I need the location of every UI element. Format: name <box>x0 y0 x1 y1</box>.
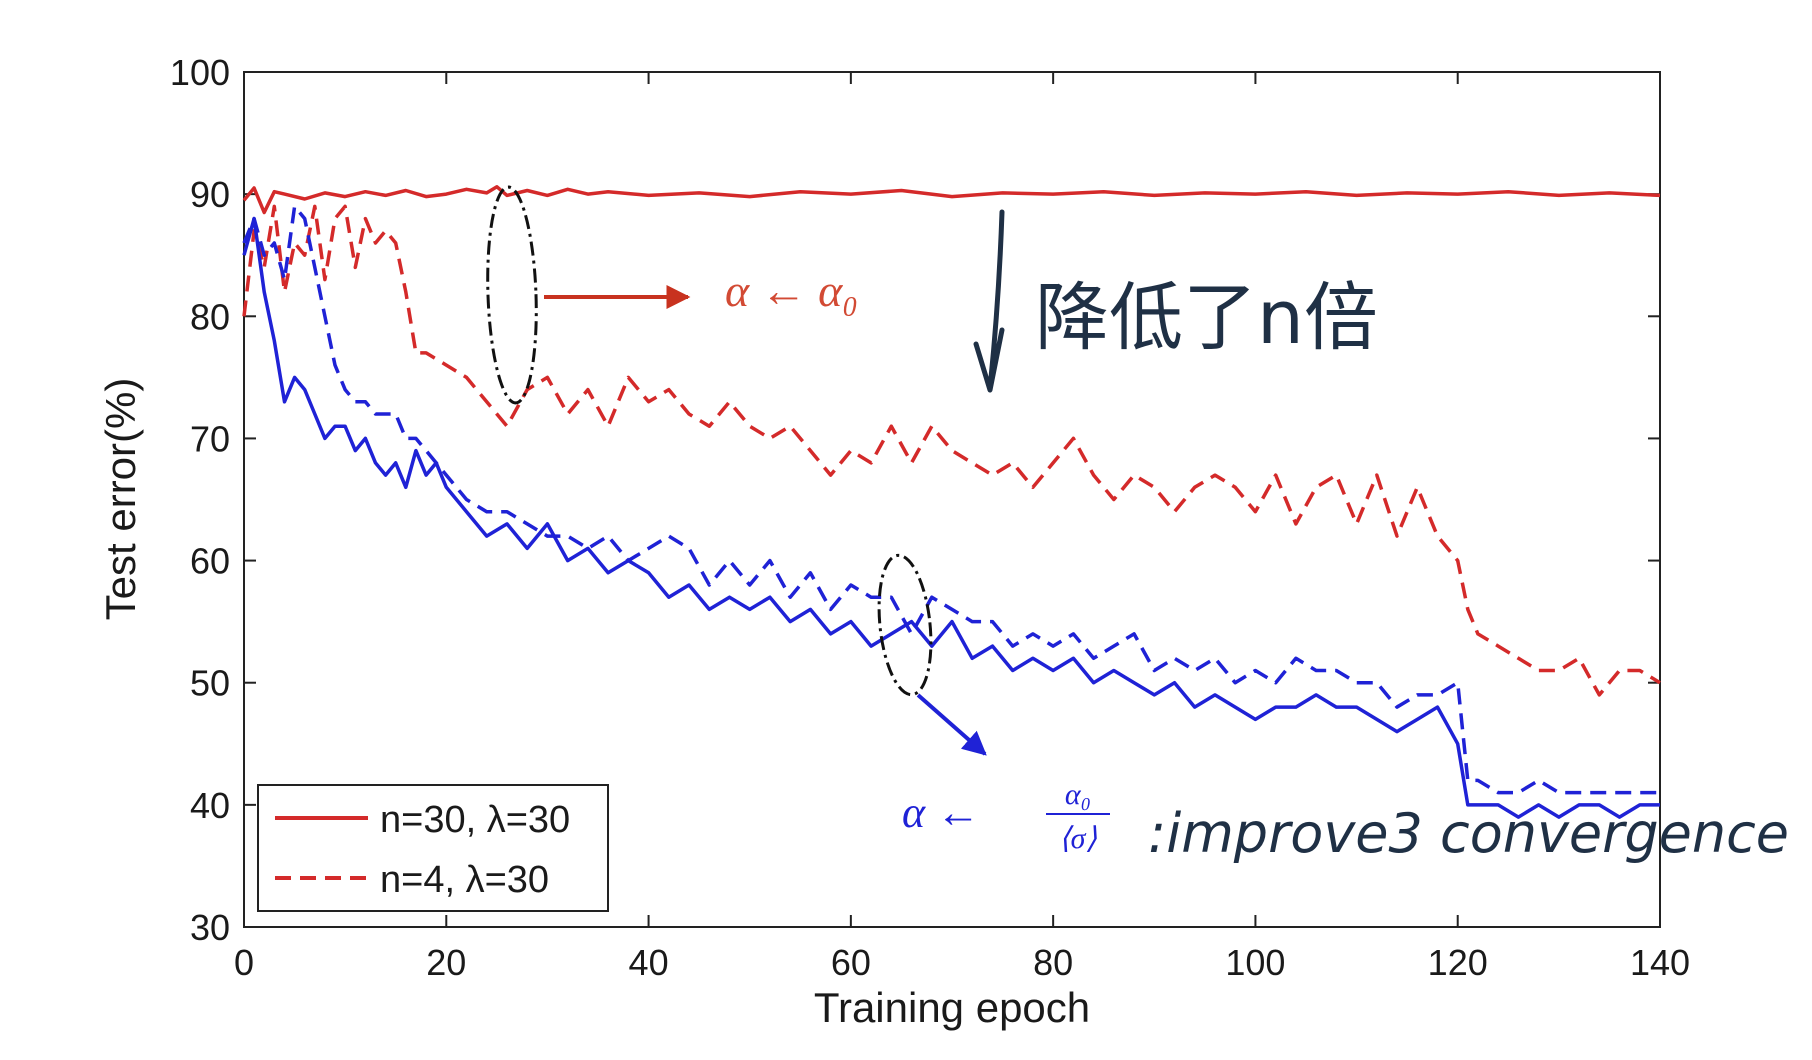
legend-label-n4: n=4, λ=30 <box>380 859 549 901</box>
x-tick-label: 140 <box>1630 942 1690 983</box>
x-tick-label: 40 <box>629 942 669 983</box>
legend-label-n30: n=30, λ=30 <box>380 799 570 841</box>
x-axis-title: Training epoch <box>814 984 1090 1031</box>
y-tick-label: 50 <box>190 663 230 704</box>
legend-box <box>257 784 609 912</box>
series-line-red-solid <box>242 185 1661 215</box>
x-tick-label: 100 <box>1225 942 1285 983</box>
handwritten-note-en: :improve3 convergence <box>1148 802 1789 865</box>
series-layer <box>242 185 1661 819</box>
axes: 0 20 40 60 80 100 120 140 30 40 50 60 70 80 90 100 <box>170 52 1690 983</box>
y-tick-label: 100 <box>170 52 230 93</box>
y-tick-label: 60 <box>190 541 230 582</box>
annotation-arrow-blue <box>916 693 987 756</box>
y-tick-label: 40 <box>190 785 230 826</box>
y-tick-label: 90 <box>190 174 230 215</box>
x-tick-label: 20 <box>426 942 466 983</box>
handwritten-note-cn: 降低了n倍 <box>1035 275 1378 361</box>
annotation-ellipse-red <box>486 185 538 405</box>
x-tick-label: 80 <box>1033 942 1073 983</box>
x-tick-label: 60 <box>831 942 871 983</box>
legend: n=30, λ=30 n=4, λ=30 <box>257 784 609 912</box>
series-line-blue-dashed <box>242 204 1660 795</box>
annotation-alpha-scaled-lhs: α ← <box>902 788 980 837</box>
annotation-ellipse-blue <box>877 553 933 697</box>
annotation-alpha-scaled-num: α₀ <box>1065 778 1091 811</box>
handwritten-down-arrow <box>973 209 1005 393</box>
x-tick-label: 0 <box>234 942 254 983</box>
series-line-blue-solid <box>242 216 1660 819</box>
y-axis-title: Test error(%) <box>97 378 144 621</box>
series-line-red-dashed <box>242 204 1661 697</box>
y-tick-label: 80 <box>190 296 230 337</box>
y-tick-label: 70 <box>190 418 230 459</box>
annotation-alpha-scaled-den: ⟨σ⟩ <box>1059 822 1097 855</box>
annotation-alpha-plain: α ← α₀ <box>725 265 858 316</box>
y-tick-label: 30 <box>190 907 230 948</box>
x-tick-label: 120 <box>1428 942 1488 983</box>
